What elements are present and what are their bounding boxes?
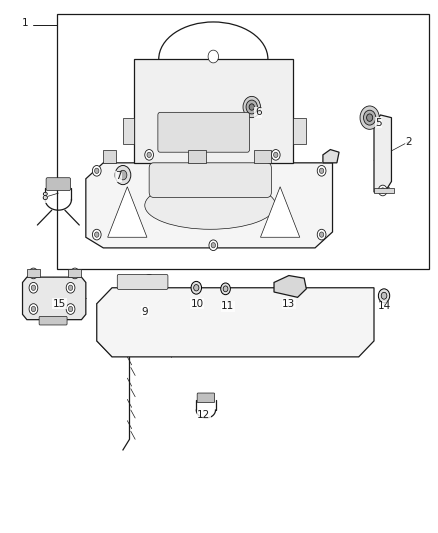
Circle shape [360,106,379,130]
Polygon shape [323,150,339,163]
Text: 12: 12 [197,410,210,421]
Polygon shape [134,59,293,163]
Circle shape [68,306,73,312]
Circle shape [31,285,35,290]
Circle shape [221,283,230,295]
Circle shape [194,285,199,291]
Text: 11: 11 [221,301,234,311]
Circle shape [274,152,278,158]
Circle shape [209,240,218,251]
Text: 9: 9 [141,306,148,317]
Circle shape [285,281,293,292]
FancyBboxPatch shape [197,393,215,402]
Circle shape [29,282,38,293]
Polygon shape [254,150,272,163]
Circle shape [381,292,387,299]
Polygon shape [274,276,306,297]
Polygon shape [293,118,306,144]
Bar [57,14,428,269]
Circle shape [145,150,153,160]
Polygon shape [86,163,332,248]
Circle shape [319,168,324,173]
Circle shape [68,285,73,290]
Circle shape [29,304,38,314]
Circle shape [31,306,35,312]
Polygon shape [123,118,134,144]
Polygon shape [374,188,394,193]
Polygon shape [374,115,392,192]
Circle shape [92,229,101,240]
Polygon shape [68,269,81,277]
Text: 3: 3 [323,152,329,163]
Text: 7: 7 [115,171,122,181]
Circle shape [364,110,376,125]
Circle shape [211,243,215,248]
Circle shape [66,304,75,314]
Circle shape [66,282,75,293]
Text: 13: 13 [282,298,296,309]
Circle shape [92,165,101,176]
Text: 2: 2 [406,136,412,147]
Text: 1: 1 [21,18,28,28]
Circle shape [246,100,258,114]
FancyBboxPatch shape [46,177,71,190]
Circle shape [208,50,219,63]
Polygon shape [27,269,40,277]
Circle shape [144,274,155,288]
Circle shape [95,168,99,173]
Text: 10: 10 [191,298,204,309]
Text: 15: 15 [53,298,66,309]
Circle shape [71,268,79,279]
Circle shape [223,286,228,292]
Circle shape [287,284,291,289]
Polygon shape [108,187,147,237]
Circle shape [95,232,99,237]
Circle shape [319,232,324,237]
Polygon shape [97,288,374,357]
Circle shape [191,281,201,294]
Circle shape [272,150,280,160]
Circle shape [378,289,390,303]
Text: 5: 5 [375,118,381,128]
Polygon shape [103,150,117,163]
Circle shape [249,104,254,110]
Text: 14: 14 [378,301,392,311]
FancyBboxPatch shape [39,317,67,325]
Circle shape [73,271,77,276]
Circle shape [29,268,38,279]
Text: 8: 8 [41,192,48,203]
FancyBboxPatch shape [158,112,250,152]
Ellipse shape [145,181,276,229]
Polygon shape [261,187,300,237]
FancyBboxPatch shape [149,163,272,197]
Circle shape [381,188,385,193]
Circle shape [31,271,35,276]
Circle shape [378,185,387,196]
Text: 6: 6 [255,107,261,117]
Circle shape [243,96,261,118]
Polygon shape [188,150,206,163]
FancyBboxPatch shape [117,274,168,289]
Circle shape [146,278,152,285]
Polygon shape [22,277,86,320]
Circle shape [367,114,373,122]
Circle shape [317,229,326,240]
Circle shape [147,152,151,158]
Circle shape [115,165,131,184]
Circle shape [317,165,326,176]
Circle shape [119,170,127,180]
